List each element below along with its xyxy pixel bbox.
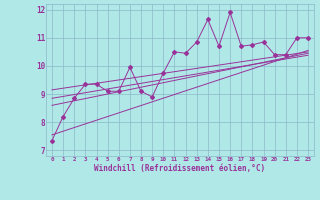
X-axis label: Windchill (Refroidissement éolien,°C): Windchill (Refroidissement éolien,°C): [94, 164, 266, 173]
